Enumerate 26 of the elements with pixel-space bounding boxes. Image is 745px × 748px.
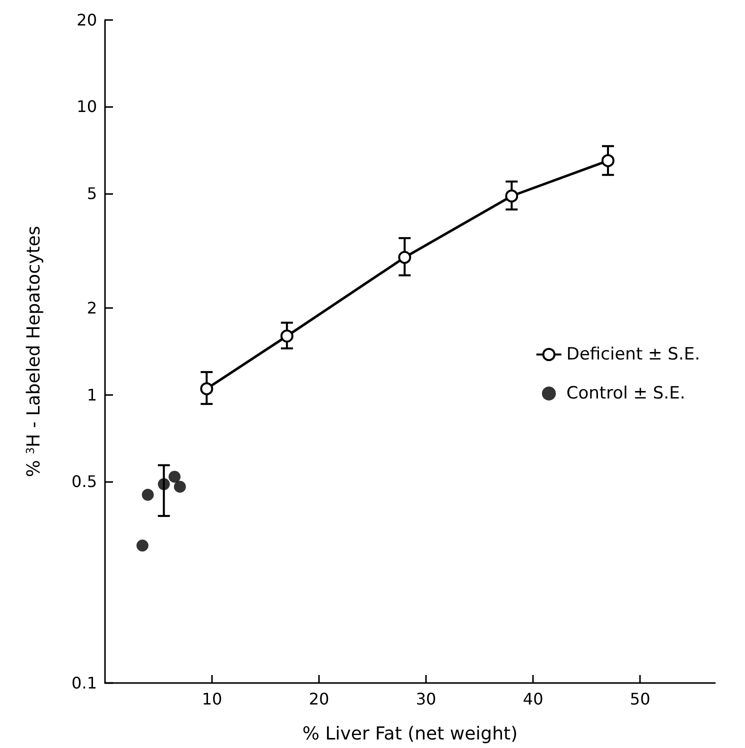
y-axis-title: % 3H - Labeled Hepatocytes (24, 226, 44, 478)
legend-label: Deficient ± S.E. (566, 344, 700, 364)
point (142, 488, 154, 501)
point (280, 330, 294, 343)
point (601, 154, 614, 168)
y-tick-label: 1 (86, 385, 97, 404)
point (168, 470, 181, 483)
x-tick-label: 30 (416, 690, 436, 708)
point (136, 540, 148, 552)
x-tick-label: 20 (308, 690, 330, 708)
legend-label: Control ± S.E. (566, 384, 686, 404)
point (174, 480, 186, 493)
point (398, 250, 412, 264)
x-tick-label: 50 (630, 690, 650, 708)
y-tick-label: 2 (86, 298, 97, 318)
point (158, 478, 170, 490)
point (200, 382, 214, 396)
y-tick-label: 5 (86, 184, 97, 203)
y-tick-label: 0.1 (72, 674, 97, 692)
x-tick-label: 40 (522, 690, 544, 708)
x-axis-title: % Liver Fat (net weight) (302, 724, 518, 744)
y-tick-label: 10 (76, 97, 97, 116)
y-tick-label: 0.5 (72, 472, 97, 492)
point (505, 190, 518, 202)
y-tick-label: 20 (76, 10, 97, 30)
x-tick-label: 10 (202, 690, 222, 708)
